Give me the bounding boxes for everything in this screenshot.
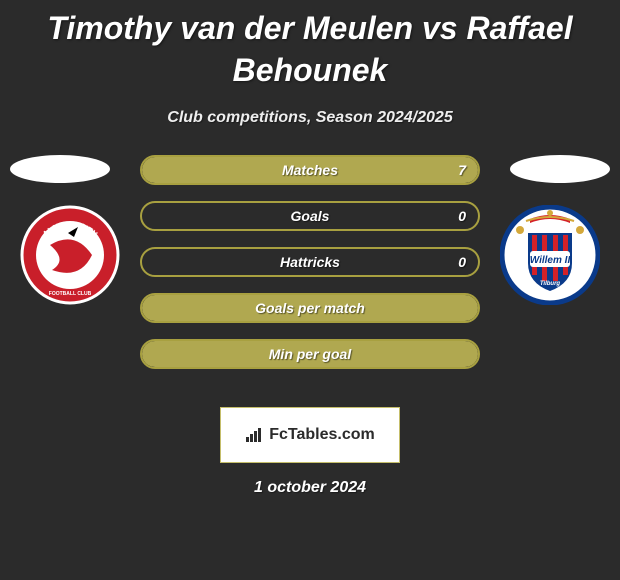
stat-label: Hattricks (142, 249, 478, 275)
page-title: Timothy van der Meulen vs Raffael Behoun… (0, 0, 620, 91)
date-label: 1 october 2024 (0, 479, 620, 497)
club-crest-right: Willem II Tilburg (500, 205, 600, 305)
willem-ii-logo-icon: Willem II Tilburg (500, 205, 600, 305)
stat-label: Goals (142, 203, 478, 229)
stat-value: 7 (458, 157, 466, 183)
svg-text:Willem II: Willem II (530, 255, 571, 266)
player-right-ellipse (510, 155, 610, 183)
stat-label: Matches (142, 157, 478, 183)
svg-text:Tilburg: Tilburg (540, 281, 561, 287)
stat-value: 0 (458, 249, 466, 275)
stat-label: Goals per match (142, 295, 478, 321)
stats-bars: Matches 7 Goals 0 Hattricks 0 Goals per … (140, 155, 480, 385)
almere-city-logo-icon: ALMERE CITY FOOTBALL CLUB (20, 205, 120, 305)
player-left-ellipse (10, 155, 110, 183)
stat-value: 0 (458, 203, 466, 229)
club-crest-left: ALMERE CITY FOOTBALL CLUB (20, 205, 120, 305)
stat-row-min-per-goal: Min per goal (140, 339, 480, 369)
stat-row-goals: Goals 0 (140, 201, 480, 231)
bar-chart-icon (245, 427, 265, 443)
stat-row-hattricks: Hattricks 0 (140, 247, 480, 277)
stats-area: Matches 7 Goals 0 Hattricks 0 Goals per … (0, 155, 620, 395)
brand-box[interactable]: FcTables.com (220, 407, 400, 463)
brand-text: FcTables.com (269, 426, 375, 444)
stat-row-matches: Matches 7 (140, 155, 480, 185)
stat-row-goals-per-match: Goals per match (140, 293, 480, 323)
svg-text:FOOTBALL CLUB: FOOTBALL CLUB (49, 291, 92, 297)
subtitle: Club competitions, Season 2024/2025 (0, 109, 620, 127)
stat-label: Min per goal (142, 341, 478, 367)
